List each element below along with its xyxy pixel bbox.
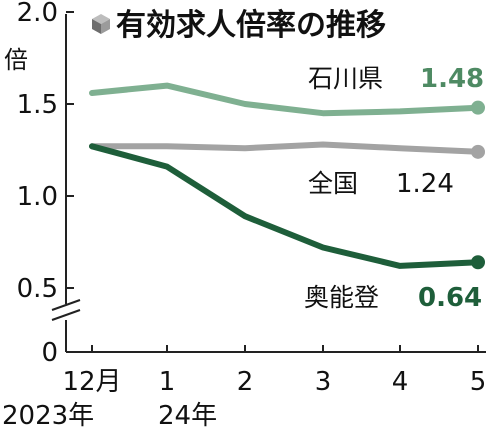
- x-year-label: 24年: [158, 401, 217, 431]
- series-end-point: [471, 100, 485, 115]
- y-tick-label: 0.5: [17, 274, 58, 304]
- axis-break-icon: [51, 299, 81, 321]
- series-layer: [89, 82, 485, 270]
- series-labels: 石川県 1.48 全国 1.24 奥能登 0.64: [304, 64, 484, 313]
- x-axis: 12月 1 2 3 4 5 2023年 24年: [2, 345, 486, 431]
- x-tick-label: 4: [392, 367, 409, 397]
- series-name-label: 全国: [308, 169, 358, 198]
- chart-title: 有効求人倍率の推移: [116, 8, 386, 43]
- y-axis-unit: 倍: [4, 46, 28, 74]
- y-tick-label: 2.0: [17, 0, 58, 28]
- x-tick-label: 2: [237, 367, 254, 397]
- y-tick-label: 1.5: [17, 90, 58, 120]
- series-end-point: [471, 255, 485, 270]
- series-line: [89, 82, 481, 117]
- y-ticks: 0 0.5 1.0 1.5 2.0: [17, 0, 74, 368]
- x-tick-label: 12月: [62, 367, 121, 397]
- y-axis: 倍 0 0.5 1.0 1.5 2.0: [4, 0, 81, 368]
- cube-icon: [92, 14, 110, 34]
- x-tick-label: 5: [470, 367, 487, 397]
- series-value-label: 0.64: [418, 283, 482, 313]
- x-tick-label: 1: [159, 367, 176, 397]
- series-line: [89, 141, 481, 155]
- series-value-label: 1.48: [420, 64, 484, 94]
- y-tick-label: 1.0: [17, 182, 58, 212]
- series-line: [89, 143, 481, 269]
- series-end-point: [471, 144, 485, 159]
- series-name-label: 奥能登: [304, 283, 379, 312]
- series-name-label: 石川県: [308, 64, 383, 93]
- x-ticks: 12月 1 2 3 4 5 2023年 24年: [2, 345, 486, 431]
- series-value-label: 1.24: [396, 169, 454, 199]
- x-year-label: 2023年: [2, 401, 94, 431]
- y-tick-label: 0: [41, 338, 58, 368]
- x-tick-label: 3: [315, 367, 332, 397]
- chart-title-group: 有効求人倍率の推移: [92, 8, 386, 43]
